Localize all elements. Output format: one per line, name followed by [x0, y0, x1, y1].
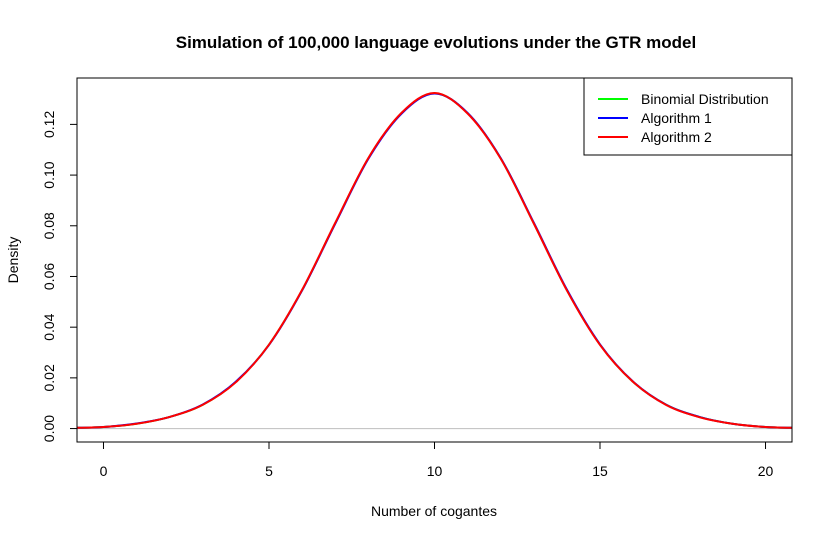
legend-label-algorithm-2: Algorithm 2: [641, 129, 712, 145]
y-tick-label: 0.02: [41, 364, 57, 391]
x-tick-label: 5: [265, 463, 273, 479]
legend: Binomial Distribution Algorithm 1 Algorith…: [583, 77, 793, 156]
y-tick-label: 0.06: [41, 263, 57, 290]
y-tick-label: 0.00: [41, 415, 57, 442]
y-tick-label: 0.12: [41, 111, 57, 138]
x-tick-label: 20: [758, 463, 774, 479]
x-tick-label: 10: [427, 463, 443, 479]
y-axis: 0.00 0.02 0.04 0.06 0.08 0.10 0.12: [41, 111, 78, 442]
y-axis-title: Density: [5, 237, 21, 284]
series-layer: [76, 91, 793, 429]
legend-label-binomial-distribution: Binomial Distribution: [641, 91, 769, 107]
chart-title: Simulation of 100,000 language evolution…: [176, 33, 696, 52]
y-tick-label: 0.10: [41, 161, 57, 188]
x-tick-label: 0: [100, 463, 108, 479]
legend-items: Binomial Distribution Algorithm 1 Algorith…: [598, 91, 769, 145]
plot-area: [76, 91, 793, 430]
y-tick-label: 0.08: [41, 212, 57, 239]
legend-box: [583, 77, 793, 156]
x-axis-title: Number of cogantes: [371, 503, 497, 519]
series-line-algorithm-2: [76, 91, 793, 429]
x-axis: 0 5 10 15 20: [100, 441, 774, 479]
legend-label-algorithm-1: Algorithm 1: [641, 110, 712, 126]
y-tick-label: 0.04: [41, 313, 57, 340]
x-tick-label: 15: [592, 463, 608, 479]
